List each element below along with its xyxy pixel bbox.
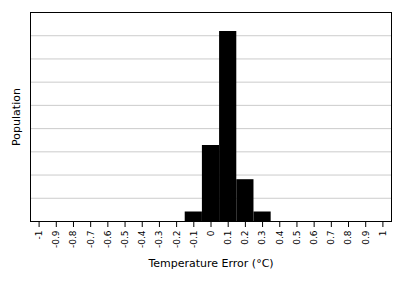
- svg-text:-0.3: -0.3: [154, 231, 164, 249]
- svg-text:-1: -1: [34, 231, 44, 240]
- svg-text:-0.8: -0.8: [68, 230, 78, 248]
- svg-text:1: 1: [378, 231, 388, 237]
- svg-text:-0.2: -0.2: [171, 231, 181, 249]
- svg-text:Population: Population: [10, 88, 23, 146]
- svg-text:0.4: 0.4: [275, 230, 285, 245]
- svg-text:0.6: 0.6: [309, 230, 319, 245]
- svg-text:-0.4: -0.4: [137, 230, 147, 248]
- svg-text:-0.1: -0.1: [189, 231, 199, 249]
- svg-text:Temperature Error (°C): Temperature Error (°C): [147, 257, 273, 270]
- svg-text:-0.6: -0.6: [103, 230, 113, 248]
- svg-text:0.9: 0.9: [361, 230, 371, 245]
- svg-text:-0.5: -0.5: [120, 231, 130, 249]
- svg-text:0.2: 0.2: [240, 231, 250, 245]
- svg-text:0.1: 0.1: [223, 231, 233, 245]
- svg-text:0.5: 0.5: [292, 231, 302, 245]
- svg-text:0.7: 0.7: [326, 231, 336, 245]
- svg-text:-0.7: -0.7: [86, 231, 96, 249]
- svg-text:-0.9: -0.9: [51, 230, 61, 248]
- svg-text:0: 0: [206, 230, 216, 236]
- svg-text:0.8: 0.8: [343, 230, 353, 245]
- svg-text:0.3: 0.3: [257, 231, 267, 245]
